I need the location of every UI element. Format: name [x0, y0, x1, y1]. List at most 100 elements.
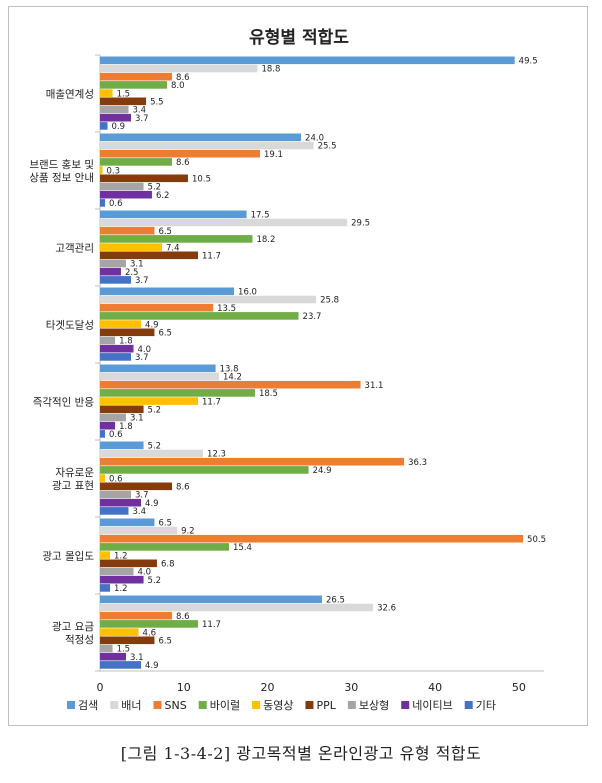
data-label: 12.3	[207, 450, 226, 460]
bar-보상형-5	[100, 490, 131, 499]
data-label: 4.9	[145, 499, 159, 509]
data-label: 18.2	[256, 235, 275, 245]
bar-네이티브-3	[100, 344, 134, 353]
bar-배너-0	[100, 64, 258, 73]
bar-기타-2	[100, 276, 131, 284]
data-label: 3.4	[132, 106, 146, 116]
bar-기타-5	[100, 507, 129, 515]
data-label: 11.7	[202, 620, 221, 630]
category-label: 자유로운 광고 표현	[52, 467, 94, 492]
legend-swatch-PPL	[305, 701, 314, 709]
data-label: 31.1	[365, 381, 384, 391]
bar-보상형-2	[100, 259, 126, 268]
bar-PPL-1	[100, 174, 188, 183]
bar-PPL-5	[100, 482, 173, 491]
category-label-line: 매출연계성	[46, 89, 94, 101]
legend-label: SNS	[165, 699, 187, 712]
data-label: 6.2	[156, 191, 170, 201]
bar-네이티브-1	[100, 190, 152, 199]
bar-검색-5	[100, 441, 144, 450]
data-label: 3.7	[135, 353, 149, 363]
bar-배너-5	[100, 449, 204, 458]
x-tick-label: 50	[512, 681, 526, 694]
legend-swatch-동영상	[252, 701, 261, 709]
data-label: 3.7	[135, 114, 149, 124]
bar-동영상-7	[100, 628, 139, 636]
data-label: 25.5	[318, 142, 337, 152]
x-tick-label: 30	[344, 681, 358, 694]
data-label: 4.9	[145, 661, 159, 671]
bar-검색-2	[100, 210, 247, 219]
data-label: 5.2	[148, 576, 162, 586]
data-label: 10.5	[192, 175, 211, 185]
data-label: 19.1	[264, 150, 283, 160]
bar-SNS-7	[100, 611, 173, 620]
bar-검색-0	[100, 56, 515, 65]
bar-동영상-2	[100, 243, 162, 251]
data-label: 6.5	[158, 519, 172, 529]
bar-바이럴-7	[100, 620, 199, 628]
category-label: 고객관리	[55, 243, 94, 255]
category-label: 광고 몰입도	[42, 550, 94, 563]
category-label-line: 타겟도달성	[46, 320, 94, 332]
data-label: 0.6	[109, 199, 123, 209]
data-label: 1.2	[114, 551, 128, 561]
bar-네이티브-7	[100, 652, 126, 661]
bar-바이럴-6	[100, 543, 230, 551]
data-label: 6.5	[158, 227, 172, 237]
bar-네이티브-6	[100, 575, 144, 584]
legend-swatch-네이티브	[401, 701, 410, 709]
bar-보상형-7	[100, 644, 113, 653]
bar-검색-1	[100, 133, 302, 142]
bar-바이럴-3	[100, 312, 299, 320]
bar-배너-6	[100, 526, 178, 535]
data-label: 16.0	[238, 288, 257, 298]
bar-바이럴-5	[100, 466, 309, 474]
bar-바이럴-4	[100, 389, 255, 397]
data-label: 49.5	[519, 57, 538, 67]
bar-바이럴-2	[100, 235, 253, 243]
bar-네이티브-2	[100, 267, 121, 276]
data-label: 3.1	[130, 653, 144, 663]
category-label-line: 즉각적인 반응	[33, 397, 95, 409]
category-label-line: 자유로운	[55, 467, 94, 479]
data-label: 8.6	[176, 483, 190, 493]
bar-네이티브-0	[100, 113, 131, 122]
bar-기타-1	[100, 199, 106, 207]
bar-배너-3	[100, 295, 317, 304]
data-label: 1.5	[117, 89, 131, 99]
bar-보상형-0	[100, 105, 129, 114]
data-label: 36.3	[408, 458, 427, 468]
data-label: 25.8	[320, 296, 339, 306]
data-label: 5.5	[150, 98, 164, 108]
bar-보상형-4	[100, 413, 126, 422]
data-label: 18.5	[259, 389, 278, 399]
x-tick-label: 0	[97, 681, 104, 694]
bar-바이럴-1	[100, 158, 173, 166]
bar-SNS-6	[100, 534, 524, 543]
bar-보상형-3	[100, 336, 116, 345]
category-label-line: 광고 몰입도	[42, 550, 94, 563]
data-label: 1.5	[117, 645, 131, 655]
legend-label: 보상형	[359, 699, 389, 712]
bar-SNS-4	[100, 380, 361, 389]
data-label: 0.9	[112, 122, 126, 132]
category-label-line: 고객관리	[55, 243, 94, 255]
bar-SNS-3	[100, 303, 214, 312]
legend-swatch-SNS	[153, 701, 162, 709]
data-label: 0.6	[109, 430, 123, 440]
bar-검색-3	[100, 287, 235, 296]
data-label: 8.6	[176, 73, 190, 83]
data-label: 13.5	[217, 304, 236, 314]
data-label: 4.9	[145, 320, 159, 330]
x-tick-label: 20	[261, 681, 275, 694]
data-label: 3.1	[130, 260, 144, 270]
bar-SNS-5	[100, 457, 405, 466]
data-label: 5.2	[148, 442, 162, 452]
bar-PPL-7	[100, 636, 155, 645]
data-label: 24.0	[305, 134, 324, 144]
data-label: 4.0	[138, 345, 152, 355]
bar-동영상-5	[100, 474, 106, 482]
legend-label: 배너	[121, 699, 141, 712]
bar-배너-2	[100, 218, 348, 227]
